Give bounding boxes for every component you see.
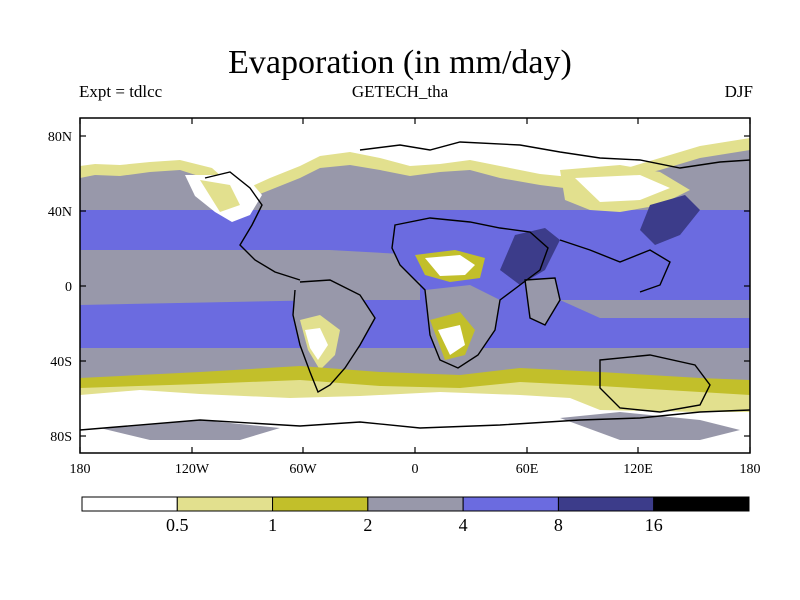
colorbar-label: 0.5 (166, 515, 189, 535)
lon-tick-label: 120E (623, 462, 653, 477)
colorbar-label: 1 (268, 515, 277, 535)
lon-tick-label: 180 (740, 462, 761, 477)
sahara-white (425, 255, 475, 276)
colorbar-label: 8 (554, 515, 563, 535)
map-field (80, 118, 750, 453)
experiment-label: Expt = tdlcc (79, 82, 163, 101)
australia-coast (599, 354, 711, 413)
longitude-axis: 180 120W 60W 0 60E 120E 180 (70, 118, 761, 477)
south-america-coast (292, 279, 376, 394)
colorbar-swatch (557, 496, 655, 512)
coastlines (80, 141, 750, 431)
colorbar-swatch (272, 496, 369, 512)
antarctica-coast (80, 409, 750, 431)
lon-tick-label: 180 (70, 462, 91, 477)
lat-tick-label: 0 (65, 280, 72, 295)
south-africa-white (438, 325, 465, 355)
colorbar-label: 2 (363, 515, 372, 535)
lat-tick-label: 40N (48, 205, 72, 220)
lon-tick-label: 0 (412, 462, 419, 477)
colorbar-label: 16 (645, 515, 663, 535)
colorbar-swatch (81, 496, 178, 512)
map-title: Evaporation (in mm/day) (228, 44, 572, 81)
indian-grey-strip (560, 300, 750, 318)
lat-tick-label: 80S (50, 430, 72, 445)
dataset-label: GETECH_tha (351, 82, 449, 101)
south-america-white (305, 328, 328, 360)
tropical-grey-strip (80, 250, 420, 305)
asia-south-coast (559, 239, 671, 293)
eurasia-north-coast (359, 141, 750, 169)
colorbar-swatch (653, 496, 750, 512)
india-coast (524, 277, 561, 326)
season-label: DJF (724, 82, 753, 101)
lat-tick-label: 40S (50, 355, 72, 370)
lon-tick-label: 60W (289, 462, 317, 477)
north-america-yellow (200, 180, 240, 212)
kuroshio-dark (640, 195, 700, 245)
latitude-axis: 80N 40N 0 40S 80S (48, 130, 750, 445)
colorbar-swatch (462, 496, 559, 512)
colorbar-swatch (176, 496, 274, 512)
africa-coast (391, 217, 549, 369)
asia-white (575, 175, 670, 202)
lon-tick-label: 120W (175, 462, 210, 477)
arabian-sea-dark (500, 228, 560, 285)
lat-tick-label: 80N (48, 130, 72, 145)
colorbar-label: 4 (459, 515, 468, 535)
north-america-coast (204, 171, 301, 281)
colorbar: 0.5 1 2 4 8 16 (81, 496, 750, 535)
colorbar-swatch (367, 496, 464, 512)
lon-tick-label: 60E (516, 462, 539, 477)
